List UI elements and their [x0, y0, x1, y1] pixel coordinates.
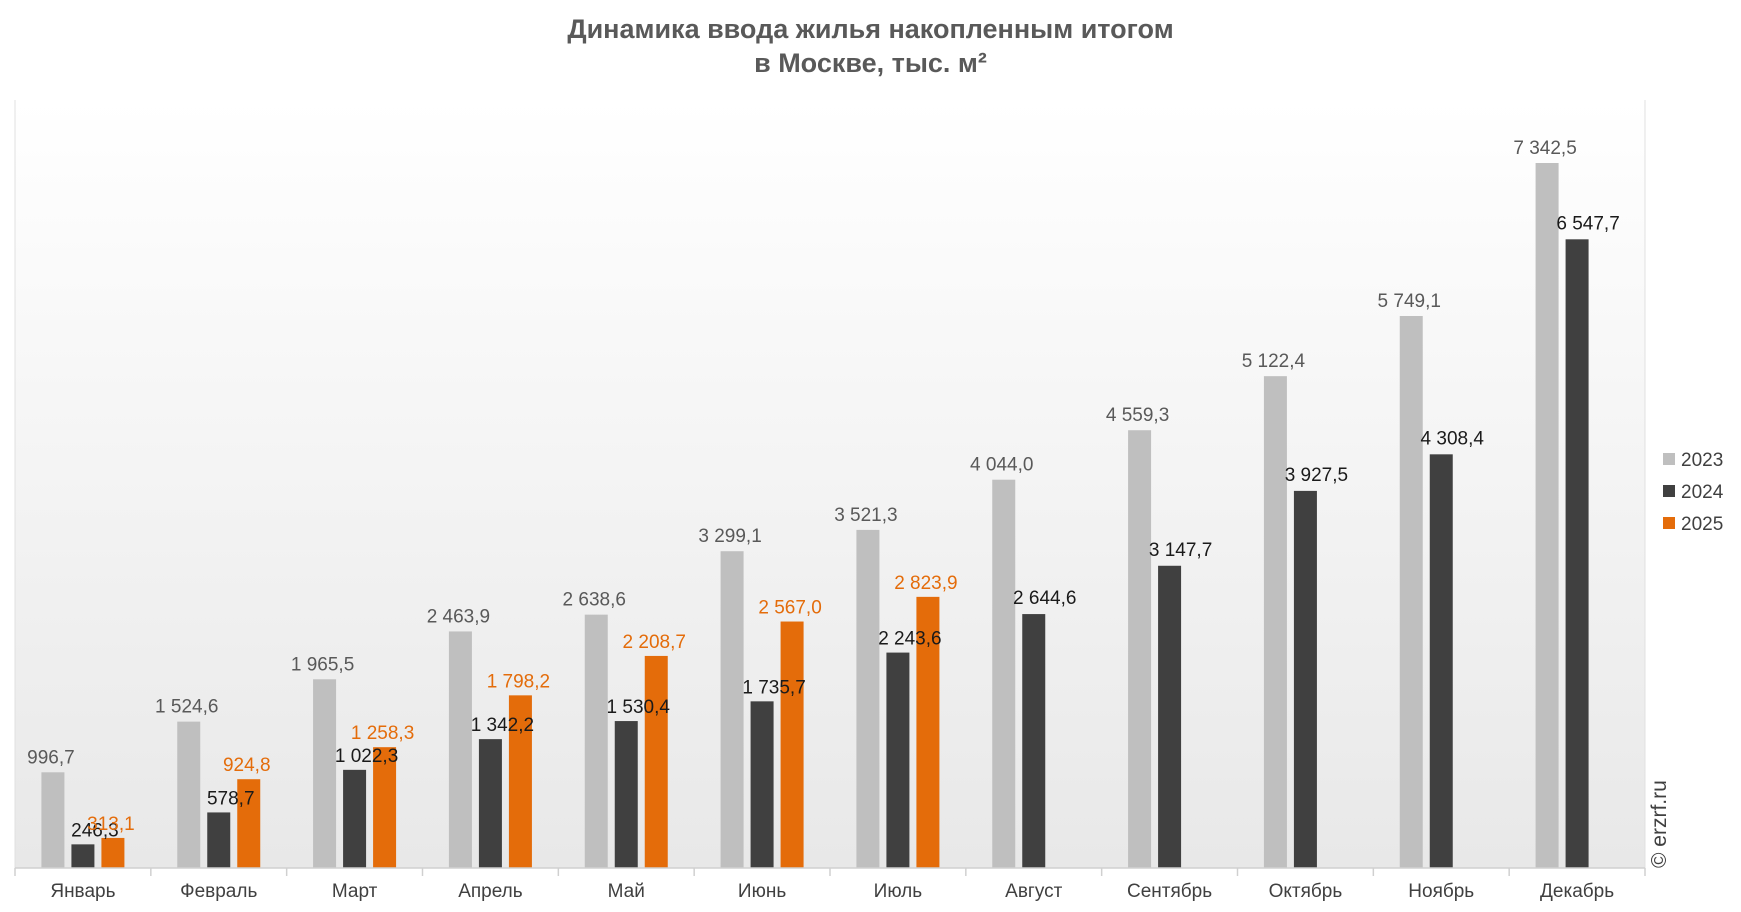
category-label: Март	[332, 881, 378, 902]
data-label-2024: 3 927,5	[1285, 465, 1348, 486]
data-label-2025: 313,1	[87, 814, 135, 835]
category-label: Апрель	[458, 881, 523, 902]
data-label-2024: 6 547,7	[1556, 213, 1619, 234]
legend-swatch-2024	[1663, 485, 1675, 497]
bar-2023	[992, 479, 1016, 868]
legend-label-2024: 2024	[1681, 482, 1724, 503]
bar-2025	[780, 621, 804, 868]
legend-swatch-2023	[1663, 453, 1675, 465]
data-label-2024: 1 342,2	[471, 715, 534, 736]
bar-2025	[373, 747, 397, 868]
data-label-2023: 996,7	[27, 747, 75, 768]
bar-2025	[916, 596, 940, 868]
plot-background	[15, 100, 1645, 868]
bar-2024	[1429, 454, 1453, 868]
data-label-2025: 2 208,7	[623, 632, 686, 653]
data-label-2023: 2 463,9	[427, 606, 490, 627]
bar-2023	[313, 679, 337, 868]
data-label-2025: 924,8	[223, 755, 271, 776]
data-label-2024: 1 022,3	[335, 746, 398, 767]
data-label-2024: 246,3	[71, 820, 119, 841]
bar-2024	[71, 844, 95, 868]
bar-2024	[1022, 614, 1046, 868]
bar-2024	[343, 769, 367, 868]
data-label-2025: 1 798,2	[487, 671, 550, 692]
bar-2024	[1565, 239, 1589, 869]
category-label: Февраль	[180, 881, 257, 902]
bar-2023	[177, 721, 201, 868]
bar-2024	[614, 721, 638, 868]
data-label-2024: 2 243,6	[878, 629, 941, 650]
category-label: Август	[1005, 881, 1062, 902]
legend-swatch-2025	[1663, 517, 1675, 529]
bar-2024	[207, 812, 231, 868]
data-label-2023: 3 521,3	[834, 505, 897, 526]
bar-2025	[237, 779, 261, 868]
bar-2024	[478, 739, 502, 868]
bar-2023	[720, 551, 744, 868]
data-label-2023: 5 749,1	[1378, 291, 1441, 312]
category-label: Июль	[874, 881, 923, 902]
data-label-2024: 3 147,7	[1149, 540, 1212, 561]
legend-label-2023: 2023	[1681, 450, 1723, 471]
watermark: © erzrf.ru	[1648, 780, 1671, 868]
bar-2023	[584, 614, 608, 868]
bar-2023	[41, 772, 65, 868]
data-label-2023: 3 299,1	[698, 526, 761, 547]
bar-2024	[886, 652, 910, 868]
bar-2024	[1158, 565, 1182, 868]
bar-2025	[508, 695, 532, 868]
data-label-2024: 2 644,6	[1013, 588, 1076, 609]
chart-title: Динамика ввода жилья накопленным итогом …	[0, 12, 1741, 80]
bar-2024	[1293, 490, 1317, 868]
data-label-2025: 2 567,0	[758, 598, 821, 619]
data-label-2025: 1 258,3	[351, 723, 414, 744]
legend-label-2025: 2025	[1681, 514, 1723, 535]
data-label-2023: 4 044,0	[970, 455, 1033, 476]
chart-title-line2: в Москве, тыс. м²	[754, 48, 987, 78]
category-label: Июнь	[738, 881, 786, 902]
data-label-2024: 1 735,7	[742, 677, 805, 698]
data-label-2023: 4 559,3	[1106, 405, 1169, 426]
data-label-2023: 7 342,5	[1513, 138, 1576, 159]
category-label: Октябрь	[1269, 881, 1343, 902]
category-label: Январь	[50, 881, 115, 902]
data-label-2023: 2 638,6	[563, 590, 626, 611]
bar-2023	[856, 529, 880, 868]
bar-2023	[1535, 163, 1559, 868]
data-label-2024: 4 308,4	[1421, 428, 1485, 449]
data-label-2025: 2 823,9	[894, 573, 957, 594]
data-label-2024: 1 530,4	[607, 697, 671, 718]
bar-2025	[644, 655, 668, 868]
category-label: Май	[608, 881, 645, 902]
bar-2023	[448, 631, 472, 868]
bar-2025	[101, 837, 125, 868]
bar-2023	[1399, 315, 1423, 868]
data-label-2024: 578,7	[207, 788, 255, 809]
category-label: Декабрь	[1540, 881, 1614, 902]
bar-2023	[1128, 430, 1152, 868]
chart-title-line1: Динамика ввода жилья накопленным итогом	[567, 14, 1174, 44]
data-label-2023: 5 122,4	[1242, 351, 1306, 372]
data-label-2023: 1 965,5	[291, 654, 354, 675]
category-label: Сентябрь	[1127, 881, 1212, 902]
bar-2024	[750, 701, 774, 868]
data-label-2023: 1 524,6	[155, 697, 218, 718]
bar-2023	[1263, 376, 1287, 868]
category-label: Ноябрь	[1408, 881, 1474, 902]
